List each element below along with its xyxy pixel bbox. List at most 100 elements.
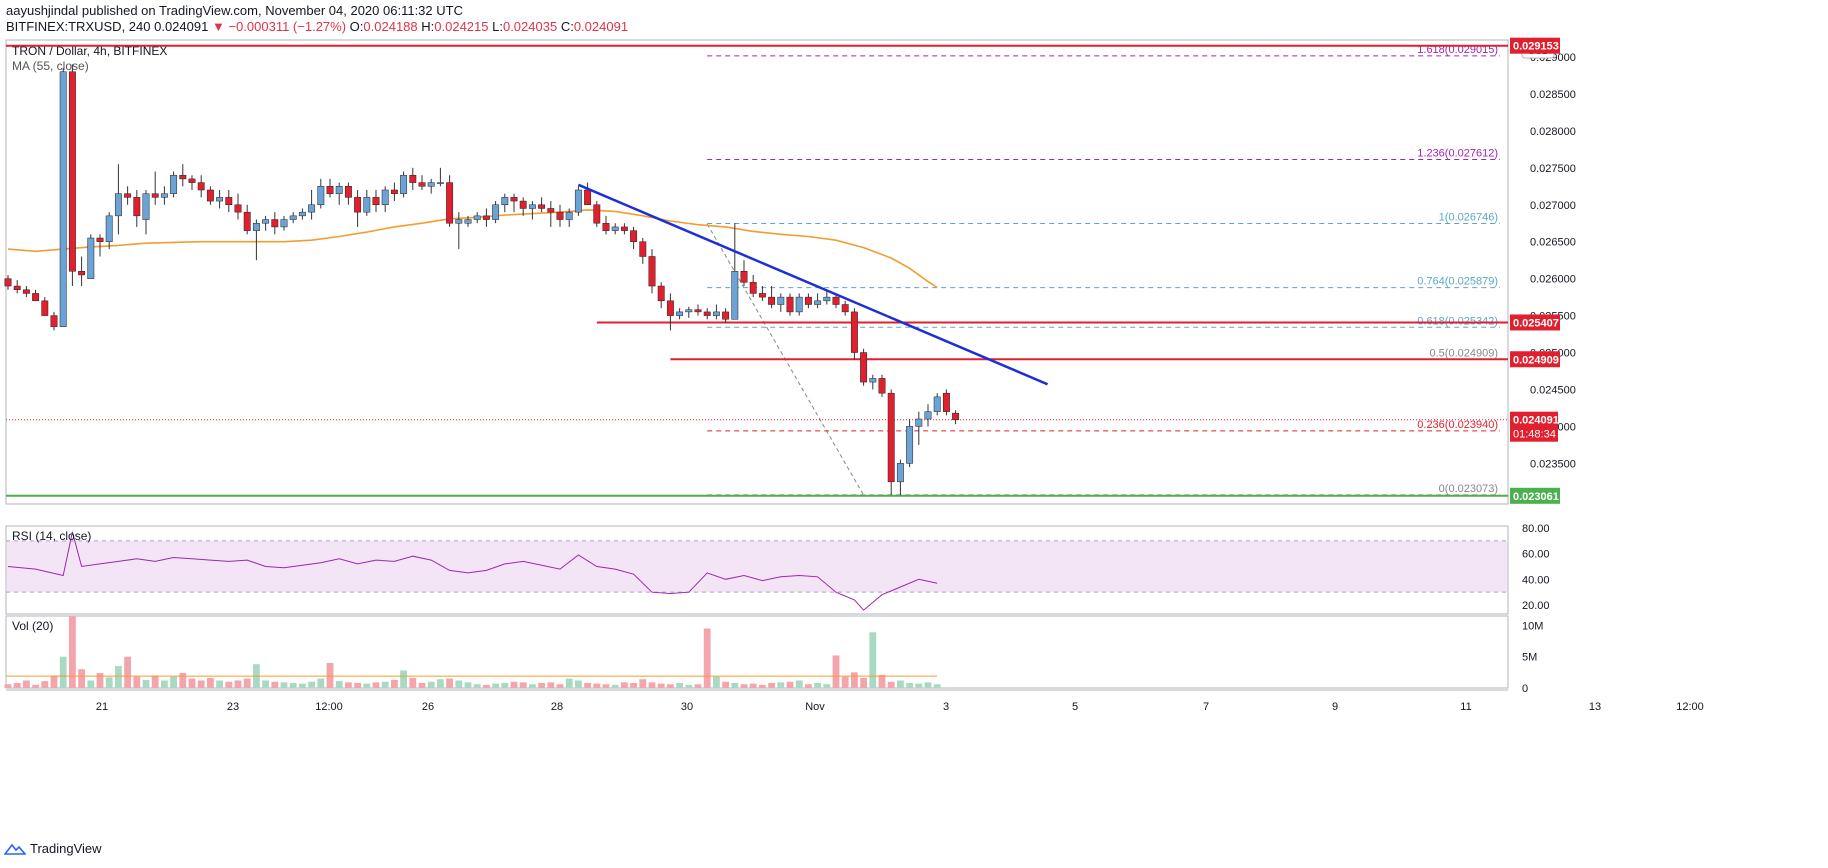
candle-body xyxy=(510,197,518,202)
candle-body xyxy=(666,300,674,316)
volume-bar xyxy=(575,680,582,688)
candle-body xyxy=(887,392,895,483)
candle-body xyxy=(252,222,260,231)
volume-bar xyxy=(372,682,380,688)
candle-body xyxy=(436,182,444,184)
volume-bar xyxy=(565,678,573,688)
rsi-band xyxy=(7,540,1507,593)
current-price-tag xyxy=(1510,411,1558,442)
candle-body xyxy=(639,241,647,257)
published-line: aayushjindal published on TradingView.co… xyxy=(6,3,463,18)
time-tick-label: 3 xyxy=(943,701,949,713)
candle-body xyxy=(427,182,435,187)
volume-bar xyxy=(483,684,490,688)
time-tick-label: 23 xyxy=(227,701,239,713)
candle-body xyxy=(703,311,711,316)
volume-bar xyxy=(50,675,58,688)
resistance-top-price-tag xyxy=(1510,37,1560,54)
candle-body xyxy=(22,289,30,294)
candle-body xyxy=(96,237,104,242)
volume-bar xyxy=(23,680,30,688)
volume-bar xyxy=(860,677,867,688)
candle-body xyxy=(528,204,536,209)
candle-body xyxy=(289,215,297,220)
candle-body xyxy=(749,282,757,294)
rsi-tick-label: 60.00 xyxy=(1522,549,1550,561)
candle-body xyxy=(942,392,950,412)
candle-body xyxy=(197,182,205,191)
volume-bar xyxy=(363,683,371,688)
volume-bar xyxy=(234,680,242,688)
rsi-tick-label: 40.00 xyxy=(1522,574,1550,586)
candle-body xyxy=(786,296,794,313)
price-tick-label: 0.028500 xyxy=(1530,89,1576,101)
volume-bar xyxy=(354,682,361,688)
candle-body xyxy=(344,186,352,198)
candle-body xyxy=(602,222,610,231)
volume-bar xyxy=(795,680,803,688)
candle-body xyxy=(133,197,141,217)
volume-bar xyxy=(823,684,831,688)
candle-body xyxy=(538,204,546,209)
volume-bar xyxy=(685,684,693,688)
volume-bar xyxy=(13,682,21,688)
volume-bar xyxy=(69,616,76,688)
volume-bar xyxy=(749,683,757,688)
candle-body xyxy=(206,189,214,202)
price-tick-label: 0.026000 xyxy=(1530,274,1576,286)
candle-body xyxy=(906,426,914,464)
price-pane-frame xyxy=(5,39,1509,505)
candle-body xyxy=(50,315,58,327)
candle-body xyxy=(556,211,564,220)
candle-body xyxy=(823,296,831,302)
candle-body xyxy=(225,197,233,206)
high-value: 0.024215 xyxy=(434,19,489,34)
support-price-tag xyxy=(1510,487,1560,504)
volume-bar xyxy=(280,682,288,688)
volume-bar xyxy=(851,672,858,688)
candle-body xyxy=(354,197,362,213)
low-value: 0.024035 xyxy=(502,19,558,34)
volume-bar xyxy=(87,680,95,688)
volume-bar xyxy=(418,682,426,688)
volume-bar xyxy=(289,682,297,688)
candle-body xyxy=(482,215,490,220)
volume-bar xyxy=(32,684,39,688)
candle-body xyxy=(657,285,665,302)
candle-body xyxy=(473,215,481,220)
candle-body xyxy=(41,300,49,316)
volume-bar xyxy=(786,681,794,688)
volume-bar xyxy=(179,672,187,688)
candle-body xyxy=(841,304,849,313)
volume-bar xyxy=(814,682,821,688)
candle-body xyxy=(105,215,113,242)
volume-bar xyxy=(151,675,159,688)
volume-bar xyxy=(639,679,647,688)
bearish-trendline xyxy=(577,183,1049,386)
volume-bar xyxy=(519,682,527,688)
candle-body xyxy=(243,211,251,231)
volume-bar xyxy=(933,684,941,688)
candle-body xyxy=(501,197,509,206)
candle-body xyxy=(280,219,288,228)
volume-bar xyxy=(529,684,536,688)
candle-body xyxy=(915,418,923,427)
candle-body xyxy=(271,219,279,228)
candle-body xyxy=(372,197,380,206)
volume-bar xyxy=(115,666,122,688)
volume-bar xyxy=(722,681,729,688)
candle-body xyxy=(492,204,500,220)
time-tick-label: 30 xyxy=(681,701,693,713)
brand-label: TradingView xyxy=(30,841,102,856)
volume-bar xyxy=(381,681,389,688)
volume-bar xyxy=(611,684,619,688)
time-tick-label: 11 xyxy=(1460,701,1471,713)
volume-title: Vol (20) xyxy=(12,619,53,633)
candle-body xyxy=(758,293,766,298)
volume-bar xyxy=(648,682,656,688)
ohlc-line: BITFINEX:TRXUSD, 240 0.024091 ▼ −0.00031… xyxy=(6,19,628,35)
candle-body xyxy=(114,193,122,217)
candle-body xyxy=(400,174,408,194)
candle-body xyxy=(740,271,748,283)
